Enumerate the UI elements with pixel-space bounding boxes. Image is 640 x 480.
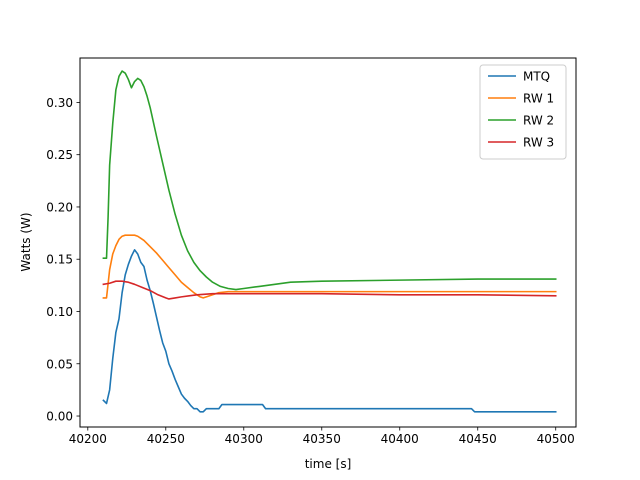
x-tick-label: 40500	[537, 432, 575, 446]
x-tick-label: 40250	[147, 432, 185, 446]
x-tick-label: 40450	[459, 432, 497, 446]
series-line-mtq	[102, 249, 557, 413]
legend: MTQ RW 1 RW 2 RW 3	[479, 64, 567, 160]
series-line-rw-3	[102, 280, 557, 300]
legend-label: RW 3	[523, 136, 554, 150]
y-axis: 0.00 0.05 0.10 0.15 0.20 0.25 0.30	[46, 96, 80, 424]
legend-label: RW 2	[523, 114, 554, 128]
y-tick-label: 0.30	[46, 96, 73, 110]
y-tick-label: 0.05	[46, 357, 73, 371]
legend-label: MTQ	[523, 70, 550, 84]
axes-frame	[79, 57, 577, 428]
x-tick-label: 40300	[225, 432, 263, 446]
y-tick-label: 0.20	[46, 200, 73, 214]
series-layer	[102, 70, 557, 413]
y-tick-label: 0.10	[46, 305, 73, 319]
y-axis-label: Watts (W)	[19, 212, 33, 271]
x-tick-label: 40350	[303, 432, 341, 446]
series-line-rw-2	[102, 70, 557, 291]
x-tick-label: 40400	[381, 432, 419, 446]
x-tick-label: 40200	[69, 432, 107, 446]
series-line-rw-1	[102, 234, 557, 299]
legend-box	[479, 64, 567, 160]
x-axis-label: time [s]	[305, 457, 352, 471]
legend-label: RW 1	[523, 92, 554, 106]
y-tick-label: 0.15	[46, 253, 73, 267]
x-axis: 40200 40250 40300 40350 40400 40450 40500	[69, 427, 575, 446]
y-tick-label: 0.00	[46, 410, 73, 424]
y-tick-label: 0.25	[46, 148, 73, 162]
